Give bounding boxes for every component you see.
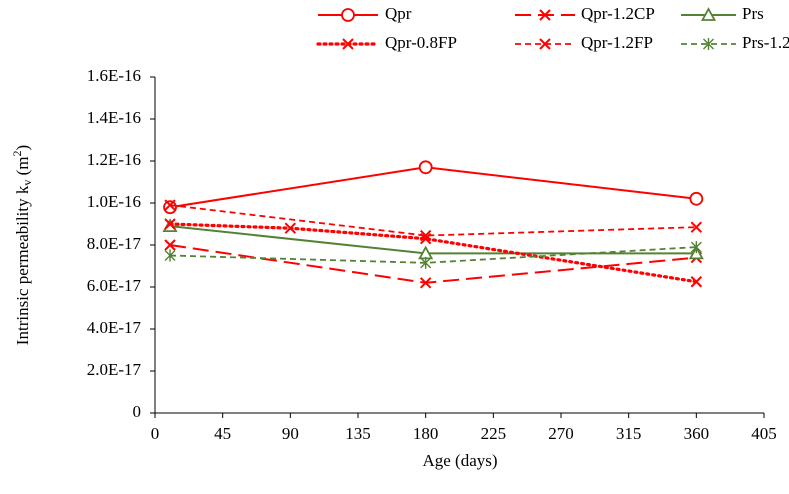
- y-tick-label: 2.0E-17: [87, 360, 142, 379]
- legend-item: Prs: [681, 4, 764, 23]
- marker: [539, 38, 551, 50]
- marker: [164, 218, 176, 230]
- legend-label: Prs-1.2FP: [742, 33, 789, 52]
- y-axis-label: Intrinsic permeability kv (m2): [10, 145, 34, 345]
- y-tick-label: 1.4E-16: [87, 108, 141, 127]
- x-tick-label: 315: [616, 424, 642, 443]
- x-tick-label: 405: [751, 424, 777, 443]
- series-line: [168, 222, 698, 284]
- x-tick-label: 90: [282, 424, 299, 443]
- legend-item: Qpr-1.2CP: [515, 4, 655, 23]
- y-tick-label: 1.6E-16: [87, 66, 141, 85]
- marker: [419, 229, 432, 242]
- marker: [163, 200, 177, 215]
- legend-label: Qpr-0.8FP: [385, 33, 457, 52]
- y-label-part: ): [13, 145, 32, 151]
- legend-item: Qpr-0.8FP: [316, 33, 457, 52]
- x-tick-label: 45: [214, 424, 231, 443]
- y-tick-label: 0: [133, 402, 142, 421]
- marker: [689, 191, 704, 206]
- y-label-part: (m: [13, 156, 32, 179]
- x-axis-label: Age (days): [422, 451, 497, 470]
- marker: [690, 221, 703, 233]
- x-tick-label: 225: [481, 424, 507, 443]
- legend-item: Qpr: [318, 4, 412, 23]
- marker: [164, 239, 176, 251]
- marker: [341, 8, 355, 22]
- x-tick-label: 360: [684, 424, 710, 443]
- y-tick-label: 6.0E-17: [87, 276, 142, 295]
- y-tick-label: 4.0E-17: [87, 318, 142, 337]
- legend-item: Prs-1.2FP: [681, 33, 789, 52]
- x-tick-label: 270: [548, 424, 574, 443]
- x-tick-label: 135: [345, 424, 371, 443]
- marker: [342, 38, 354, 50]
- legend-item: Qpr-1.2FP: [515, 33, 653, 52]
- marker: [703, 38, 714, 50]
- marker: [419, 277, 432, 289]
- x-tick-label: 0: [151, 424, 160, 443]
- y-label-sub: v: [20, 180, 34, 186]
- x-tick-label: 180: [413, 424, 439, 443]
- series-line: [169, 244, 697, 284]
- series-line: [169, 166, 697, 209]
- legend-label: Qpr-1.2FP: [581, 33, 653, 52]
- series-line: [170, 246, 697, 264]
- y-label-sup: 2: [10, 150, 24, 156]
- y-tick-label: 8.0E-17: [87, 234, 142, 253]
- marker: [700, 7, 717, 21]
- marker: [539, 9, 551, 21]
- marker: [690, 276, 703, 288]
- legend-label: Qpr: [385, 4, 412, 23]
- legend-label: Qpr-1.2CP: [581, 4, 655, 23]
- legend-label: Prs: [742, 4, 764, 23]
- marker: [690, 241, 702, 254]
- y-label-part: Intrinsic permeability k: [13, 185, 32, 345]
- y-tick-label: 1.2E-16: [87, 150, 141, 169]
- marker: [164, 199, 176, 211]
- marker: [418, 160, 433, 175]
- series-line: [169, 204, 697, 237]
- marker: [164, 249, 176, 262]
- marker: [420, 256, 432, 269]
- marker: [284, 222, 297, 234]
- y-tick-label: 1.0E-16: [87, 192, 141, 211]
